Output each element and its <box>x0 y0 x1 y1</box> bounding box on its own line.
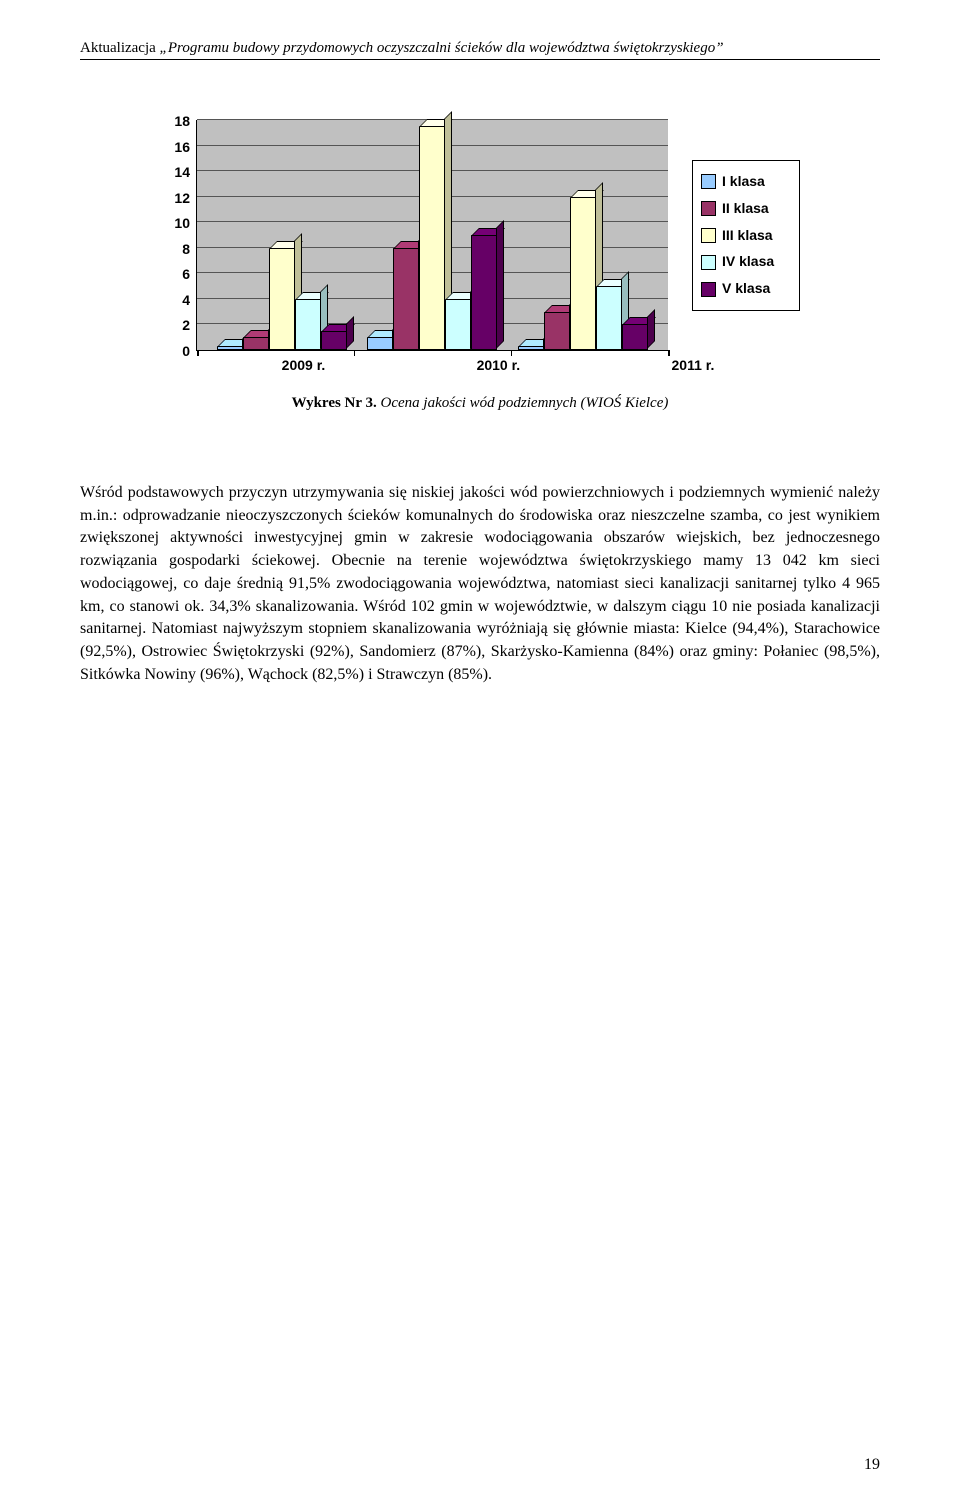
legend-swatch <box>701 282 716 297</box>
y-tick: 8 <box>182 241 190 257</box>
bar-chart: 024681012141618 I klasaII klasaIII klasa… <box>160 120 800 373</box>
x-label: 2009 r. <box>282 357 326 373</box>
legend-swatch <box>701 201 716 216</box>
page-number: 19 <box>864 1456 880 1474</box>
bar <box>622 324 648 350</box>
legend-swatch <box>701 255 716 270</box>
running-head: Aktualizacja „Programu budowy przydomowy… <box>80 40 880 60</box>
x-tick <box>354 350 356 356</box>
legend-label: IV klasa <box>722 250 774 274</box>
bar-group <box>217 248 347 350</box>
y-tick: 12 <box>174 190 190 206</box>
bar <box>321 331 347 350</box>
bar <box>367 337 393 350</box>
running-head-prefix: Aktualizacja <box>80 40 160 56</box>
legend: I klasa II klasa III klasaIV klasa V klasa <box>692 160 800 311</box>
bar <box>295 299 321 350</box>
y-axis: 024681012141618 <box>160 120 196 351</box>
x-label: 2010 r. <box>477 357 521 373</box>
page: Aktualizacja „Programu budowy przydomowy… <box>0 0 960 1504</box>
legend-label: V klasa <box>722 277 770 301</box>
bar <box>393 248 419 350</box>
bar <box>445 299 471 350</box>
bar <box>243 337 269 350</box>
y-tick: 2 <box>182 317 190 333</box>
bar <box>217 346 243 350</box>
legend-label: I klasa <box>722 170 765 194</box>
legend-swatch <box>701 174 716 189</box>
y-tick: 18 <box>174 113 190 129</box>
bar <box>544 312 570 350</box>
bar <box>596 286 622 350</box>
legend-item: V klasa <box>701 277 791 301</box>
bar-group <box>367 126 497 350</box>
plot-area <box>196 120 668 351</box>
legend-item: III klasa <box>701 224 791 248</box>
bar <box>419 126 445 350</box>
legend-item: I klasa <box>701 170 791 194</box>
bar <box>570 197 596 350</box>
legend-item: II klasa <box>701 197 791 221</box>
caption-label: Wykres Nr 3. <box>292 395 377 411</box>
legend-label: II klasa <box>722 197 769 221</box>
chart-caption: Wykres Nr 3. Ocena jakości wód podziemny… <box>80 395 880 412</box>
x-tick <box>668 350 670 356</box>
bars <box>197 120 668 350</box>
legend-label: III klasa <box>722 224 773 248</box>
x-label: 2011 r. <box>672 357 715 373</box>
caption-text: Ocena jakości wód podziemnych (WIOŚ Kiel… <box>377 395 669 411</box>
y-tick: 14 <box>174 164 190 180</box>
legend-item: IV klasa <box>701 250 791 274</box>
y-tick: 16 <box>174 139 190 155</box>
x-tick <box>511 350 513 356</box>
bar <box>471 235 497 350</box>
bar <box>518 346 544 350</box>
body-paragraph: Wśród podstawowych przyczyn utrzymywania… <box>80 482 880 686</box>
y-tick: 0 <box>182 343 190 359</box>
bar-group <box>518 197 648 350</box>
x-tick <box>197 350 199 356</box>
bar <box>269 248 295 350</box>
chart-container: 024681012141618 I klasaII klasaIII klasa… <box>80 120 880 373</box>
running-head-title: „Programu budowy przydomowych oczyszczal… <box>160 40 724 56</box>
x-axis-labels: 2009 r. 2010 r. 2011 r. <box>196 357 800 373</box>
legend-swatch <box>701 228 716 243</box>
y-tick: 6 <box>182 266 190 282</box>
y-tick: 4 <box>182 292 190 308</box>
y-tick: 10 <box>174 215 190 231</box>
